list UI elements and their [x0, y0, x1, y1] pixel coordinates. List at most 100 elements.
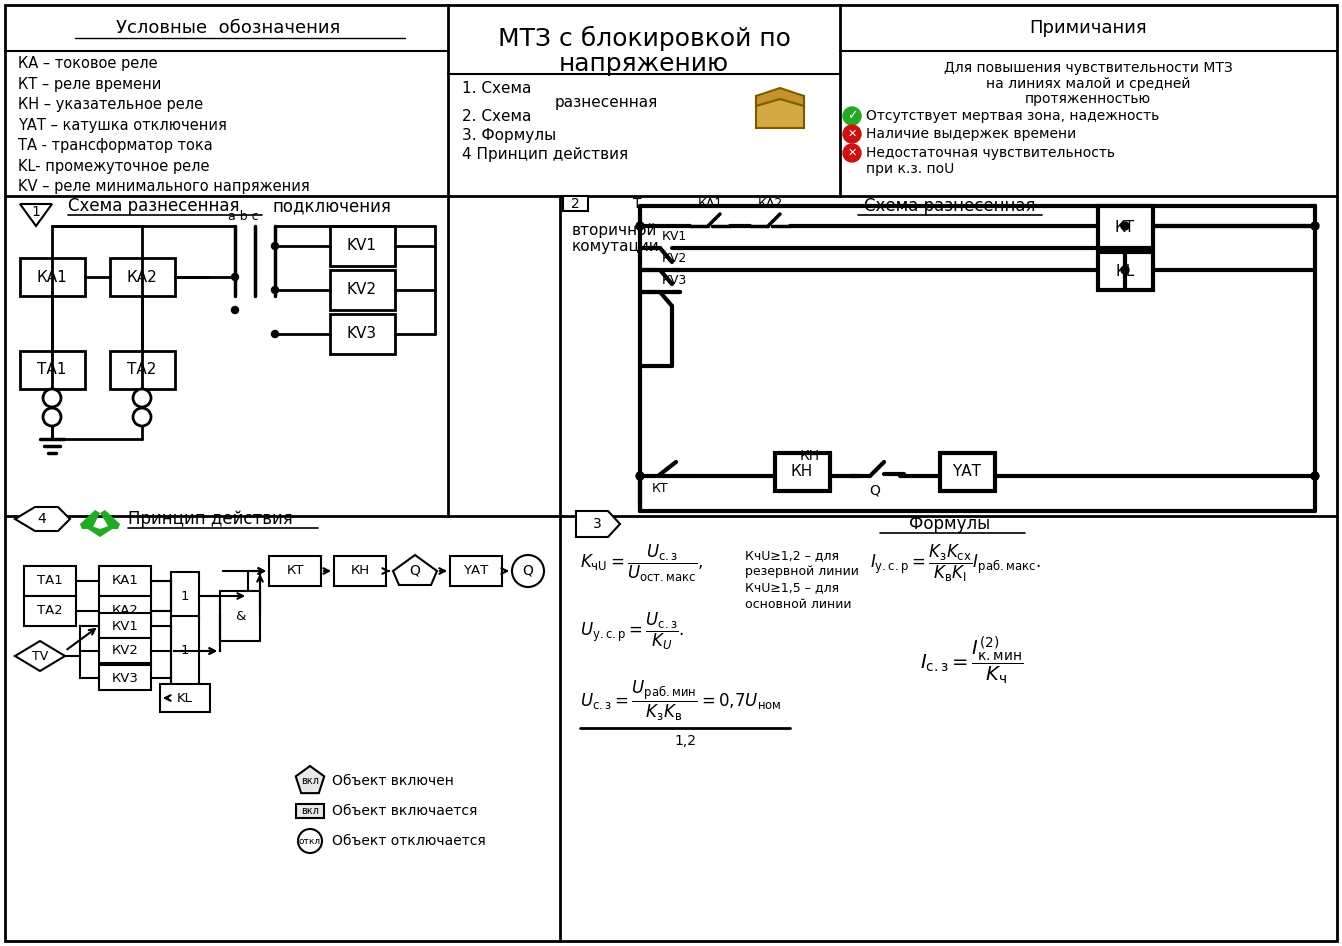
Text: a b c: a b c [228, 210, 259, 223]
Text: Объект отключается: Объект отключается [331, 834, 486, 848]
Text: КН: КН [790, 464, 813, 480]
Text: ТА1: ТА1 [38, 574, 63, 587]
Text: КчU≥1,2 – для: КчU≥1,2 – для [745, 550, 839, 563]
Text: 1,2: 1,2 [674, 734, 696, 748]
Text: Отсутствует мертвая зона, надежность: Отсутствует мертвая зона, надежность [866, 109, 1159, 123]
Circle shape [43, 408, 60, 426]
Text: вкл: вкл [301, 806, 319, 816]
Text: напряжению: напряжению [558, 52, 729, 76]
Text: $U_{\rm у.с.р} = \dfrac{U_{\rm с.з}}{K_U}.$: $U_{\rm у.с.р} = \dfrac{U_{\rm с.з}}{K_U… [580, 610, 684, 652]
Bar [110, 258, 174, 296]
Circle shape [513, 555, 544, 587]
Polygon shape [393, 555, 437, 585]
Text: KV – реле минимального напряжения: KV – реле минимального напряжения [17, 180, 310, 195]
Text: $K_{\rm чU} = \dfrac{U_{\rm с.з}}{U_{\rm ост.макс}},$: $K_{\rm чU} = \dfrac{U_{\rm с.з}}{U_{\rm… [580, 542, 703, 584]
Text: Схема разнесенная: Схема разнесенная [68, 197, 239, 215]
Text: Для повышения чувствительности МТЗ: Для повышения чувствительности МТЗ [943, 61, 1232, 75]
Text: Q: Q [409, 564, 420, 578]
Text: комутации: комутации [572, 238, 660, 254]
Bar [756, 96, 804, 128]
Circle shape [133, 408, 152, 426]
Text: откл: откл [299, 836, 321, 846]
Polygon shape [101, 510, 119, 529]
Polygon shape [81, 524, 119, 537]
Text: 1: 1 [32, 205, 40, 219]
Text: КчU≥1,5 – для: КчU≥1,5 – для [745, 582, 839, 594]
Text: КТ: КТ [286, 565, 303, 577]
Bar [268, 556, 321, 586]
Bar [1098, 206, 1153, 248]
Text: КV2: КV2 [662, 252, 687, 265]
Text: KL- промежуточное реле: KL- промежуточное реле [17, 159, 209, 174]
Text: вкл: вкл [301, 776, 319, 786]
Text: $I_{\rm у.с.р} = \dfrac{K_{\rm з}K_{\rm сх}}{K_{\rm в}K_{\rm I}} I_{\rm раб.макс: $I_{\rm у.с.р} = \dfrac{K_{\rm з}K_{\rm … [870, 542, 1040, 584]
Text: Схема разнесенная: Схема разнесенная [864, 197, 1036, 215]
Text: ✕: ✕ [847, 148, 856, 158]
Text: YАТ – катушка отключения: YАТ – катушка отключения [17, 118, 227, 133]
Bar [99, 614, 152, 639]
Text: Объект включен: Объект включен [331, 774, 454, 788]
Text: Объект включается: Объект включается [331, 804, 478, 818]
Text: КА2: КА2 [111, 604, 138, 618]
Bar [20, 258, 85, 296]
Bar [330, 314, 395, 354]
Text: YАТ: YАТ [463, 565, 488, 577]
Text: 3. Формулы: 3. Формулы [462, 129, 556, 144]
Text: 1. Схема: 1. Схема [462, 81, 531, 96]
Text: КТ: КТ [652, 482, 668, 495]
Text: подключения: подключения [272, 197, 391, 215]
Bar [170, 616, 199, 686]
Polygon shape [81, 510, 101, 529]
Circle shape [636, 472, 644, 480]
Text: ТА - трансформатор тока: ТА - трансформатор тока [17, 138, 213, 153]
Polygon shape [756, 88, 804, 106]
Bar [160, 684, 209, 712]
Text: КА1: КА1 [36, 270, 67, 285]
Text: &: & [235, 609, 246, 622]
Circle shape [271, 330, 279, 338]
Circle shape [1311, 222, 1319, 230]
Text: КН – указательное реле: КН – указательное реле [17, 97, 203, 113]
Polygon shape [576, 511, 620, 537]
Text: КТ – реле времени: КТ – реле времени [17, 77, 161, 92]
Text: T: T [633, 197, 641, 211]
Text: $I_{\rm с.з} = \dfrac{I^{(2)}_{\rm к.мин}}{K_{\rm ч}}$: $I_{\rm с.з} = \dfrac{I^{(2)}_{\rm к.мин… [921, 635, 1024, 687]
Text: KV2: KV2 [348, 283, 377, 297]
Text: Принцип действия: Принцип действия [127, 510, 293, 528]
Text: $U_{\rm с.з} = \dfrac{U_{\rm раб.мин}}{K_{\rm з}K_{\rm в}} = 0{,}7U_{\rm ном}$: $U_{\rm с.з} = \dfrac{U_{\rm раб.мин}}{K… [580, 679, 781, 723]
Text: КV1: КV1 [662, 230, 687, 243]
Circle shape [232, 273, 239, 281]
Circle shape [43, 389, 60, 407]
Text: КА – токовое реле: КА – токовое реле [17, 57, 157, 72]
Bar [297, 804, 323, 818]
Text: –: – [1308, 195, 1317, 213]
Text: Наличие выдержек времени: Наличие выдержек времени [866, 127, 1076, 141]
Text: 2: 2 [570, 197, 580, 211]
Text: протяженностью: протяженностью [1025, 92, 1151, 106]
Circle shape [843, 125, 862, 143]
Bar [1098, 252, 1153, 290]
Text: КН: КН [800, 449, 820, 463]
Text: МТЗ с блокировкой по: МТЗ с блокировкой по [498, 26, 790, 50]
Text: Примичания: Примичания [1029, 19, 1147, 37]
Circle shape [636, 222, 644, 230]
Bar [450, 556, 502, 586]
Text: КV1: КV1 [111, 620, 138, 633]
Text: КV3: КV3 [662, 274, 687, 287]
Bar [220, 591, 260, 641]
Text: 1: 1 [181, 644, 189, 657]
Text: YАТ: YАТ [953, 464, 981, 480]
Circle shape [1121, 222, 1129, 230]
Text: КА2: КА2 [126, 270, 157, 285]
Circle shape [271, 287, 279, 293]
Bar [170, 572, 199, 620]
Text: на линиях малой и средней: на линиях малой и средней [986, 77, 1190, 91]
Text: 4 Принцип действия: 4 Принцип действия [462, 148, 628, 163]
Text: КА2: КА2 [757, 197, 782, 210]
Bar [774, 453, 829, 491]
Text: TV: TV [32, 650, 48, 662]
Text: ТА1: ТА1 [38, 362, 67, 377]
Bar [24, 566, 76, 596]
Bar [330, 226, 395, 266]
Text: 2. Схема: 2. Схема [462, 110, 531, 125]
